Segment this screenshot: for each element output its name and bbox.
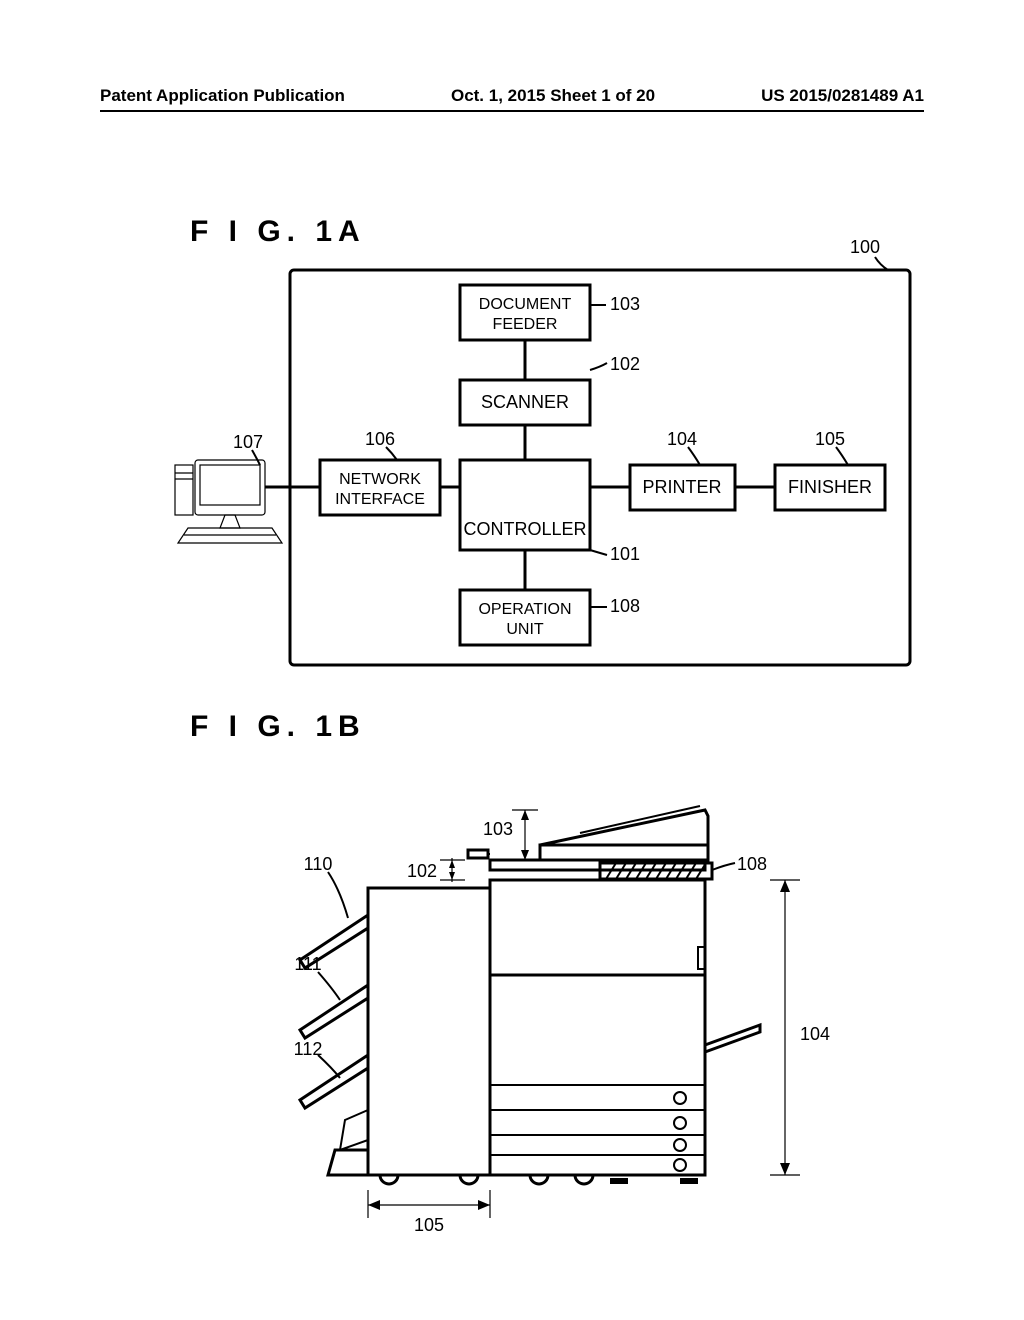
doc-feeder-text2: FEEDER	[493, 316, 558, 333]
printer-text: PRINTER	[642, 477, 721, 497]
bypass-tray	[705, 1025, 760, 1052]
finisher-text: FINISHER	[788, 477, 872, 497]
pc-icon	[175, 460, 282, 543]
ref-b102: 102	[407, 861, 437, 881]
operation-text2: UNIT	[506, 621, 544, 638]
ref-107-lead	[252, 450, 260, 465]
fig-1a-diagram: 100 DOCUMENT FEEDER 103 SCANNER 102 CONT…	[170, 235, 930, 685]
mfp-mid-body	[490, 880, 705, 975]
header-right: US 2015/0281489 A1	[761, 86, 924, 106]
ref-100-lead	[875, 257, 888, 270]
fig-1b-diagram: 103 102 108 104 105 110 111 112	[280, 750, 880, 1240]
network-text1: NETWORK	[339, 471, 421, 488]
tray-112	[300, 1055, 368, 1108]
ref-103: 103	[610, 294, 640, 314]
network-text2: INTERFACE	[335, 491, 425, 508]
header-left: Patent Application Publication	[100, 86, 345, 106]
mfp-lower-body	[490, 975, 705, 1175]
doc-feeder-text1: DOCUMENT	[479, 296, 572, 313]
page-header: Patent Application Publication Oct. 1, 2…	[100, 86, 924, 112]
finisher-body	[368, 888, 490, 1175]
ref-108: 108	[610, 596, 640, 616]
ref-104: 104	[667, 429, 697, 449]
ref-b105: 105	[414, 1215, 444, 1235]
ref-b103: 103	[483, 819, 513, 839]
small-connector	[468, 850, 488, 858]
ref-102: 102	[610, 354, 640, 374]
doc-feeder	[540, 806, 708, 860]
ref-106: 106	[365, 429, 395, 449]
ref-101: 101	[610, 544, 640, 564]
controller-text: CONTROLLER	[463, 519, 586, 539]
scanner-text: SCANNER	[481, 392, 569, 412]
ref-b108: 108	[737, 854, 767, 874]
ref-107: 107	[233, 432, 263, 452]
ref-105: 105	[815, 429, 845, 449]
ref-b111: 111	[294, 954, 321, 974]
ref-b110: 110	[304, 854, 333, 874]
ref-100: 100	[850, 237, 880, 257]
operation-text1: OPERATION	[478, 601, 571, 618]
fig-1b-label: F I G. 1B	[190, 710, 366, 744]
header-center: Oct. 1, 2015 Sheet 1 of 20	[451, 86, 655, 106]
page: Patent Application Publication Oct. 1, 2…	[0, 0, 1024, 1320]
ref-b104: 104	[800, 1024, 830, 1044]
